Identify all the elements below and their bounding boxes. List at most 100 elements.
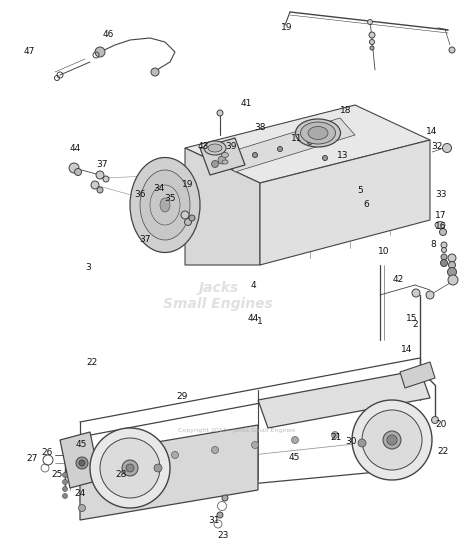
Text: 23: 23 — [217, 531, 228, 540]
Circle shape — [448, 275, 458, 285]
Ellipse shape — [308, 126, 328, 140]
Text: Copyright 2013 - Jacks Small Engines: Copyright 2013 - Jacks Small Engines — [178, 428, 296, 433]
Text: 45: 45 — [288, 453, 300, 462]
Circle shape — [253, 153, 257, 158]
Text: Jacks
Small Engines: Jacks Small Engines — [163, 281, 273, 311]
Text: 17: 17 — [435, 211, 447, 220]
Ellipse shape — [352, 400, 432, 480]
Text: 19: 19 — [182, 180, 193, 189]
Ellipse shape — [100, 438, 160, 498]
Text: 38: 38 — [254, 123, 265, 132]
Circle shape — [331, 432, 338, 438]
Text: 46: 46 — [102, 30, 114, 39]
Text: 3: 3 — [85, 263, 91, 272]
Ellipse shape — [221, 153, 228, 158]
Ellipse shape — [204, 141, 226, 155]
Text: 36: 36 — [134, 190, 146, 199]
Circle shape — [441, 254, 447, 260]
Text: 14: 14 — [426, 127, 437, 136]
Ellipse shape — [295, 119, 340, 147]
Circle shape — [448, 254, 456, 262]
Circle shape — [103, 176, 109, 182]
Text: 43: 43 — [197, 142, 209, 151]
Circle shape — [217, 110, 223, 116]
Ellipse shape — [126, 464, 134, 472]
Circle shape — [211, 447, 219, 453]
Text: 28: 28 — [115, 470, 127, 479]
Circle shape — [292, 437, 299, 443]
Circle shape — [308, 140, 312, 144]
Polygon shape — [258, 370, 430, 428]
Polygon shape — [260, 140, 430, 265]
Text: 2: 2 — [412, 320, 418, 329]
Text: 1: 1 — [257, 317, 263, 326]
Text: 41: 41 — [241, 99, 252, 108]
Ellipse shape — [222, 160, 228, 164]
Circle shape — [91, 181, 99, 189]
Text: 27: 27 — [27, 454, 38, 463]
Polygon shape — [185, 105, 430, 183]
Circle shape — [439, 229, 447, 235]
Polygon shape — [400, 362, 435, 388]
Circle shape — [97, 187, 103, 193]
Circle shape — [95, 47, 105, 57]
Circle shape — [448, 262, 456, 268]
Text: 4: 4 — [251, 281, 256, 290]
Text: 30: 30 — [345, 437, 356, 446]
Text: 32: 32 — [431, 142, 443, 151]
Ellipse shape — [367, 20, 373, 25]
Circle shape — [76, 457, 88, 469]
Text: 22: 22 — [438, 447, 449, 456]
Circle shape — [441, 248, 447, 253]
Circle shape — [172, 452, 179, 458]
Text: 15: 15 — [406, 314, 417, 323]
Text: 26: 26 — [42, 448, 53, 457]
Text: 29: 29 — [177, 392, 188, 401]
Circle shape — [63, 486, 67, 491]
Text: 13: 13 — [337, 151, 348, 160]
Text: 47: 47 — [24, 47, 35, 56]
Ellipse shape — [301, 122, 336, 144]
Text: 6: 6 — [363, 200, 369, 209]
Circle shape — [211, 160, 219, 168]
Polygon shape — [60, 432, 100, 488]
Text: 18: 18 — [340, 106, 352, 115]
Circle shape — [426, 291, 434, 299]
Circle shape — [79, 505, 85, 511]
Circle shape — [69, 163, 79, 173]
Ellipse shape — [130, 158, 200, 253]
Polygon shape — [80, 425, 258, 520]
Polygon shape — [200, 138, 245, 175]
Text: 8: 8 — [431, 240, 437, 249]
Circle shape — [63, 494, 67, 499]
Text: 42: 42 — [392, 275, 404, 284]
Text: 34: 34 — [153, 184, 164, 193]
Ellipse shape — [122, 460, 138, 476]
Text: 44: 44 — [69, 144, 81, 153]
Text: 37: 37 — [96, 160, 108, 169]
Ellipse shape — [208, 144, 222, 152]
Ellipse shape — [387, 435, 397, 445]
Circle shape — [74, 168, 82, 176]
Text: 37: 37 — [139, 235, 150, 244]
Circle shape — [440, 259, 447, 267]
Circle shape — [218, 156, 226, 164]
Circle shape — [252, 442, 258, 448]
Text: 45: 45 — [76, 440, 87, 449]
Text: 39: 39 — [226, 142, 237, 151]
Circle shape — [63, 472, 67, 477]
Polygon shape — [185, 148, 260, 265]
Circle shape — [154, 464, 162, 472]
Text: 11: 11 — [291, 134, 302, 143]
Circle shape — [184, 219, 191, 225]
Circle shape — [447, 268, 456, 277]
Text: 44: 44 — [248, 314, 259, 323]
Circle shape — [358, 439, 366, 447]
Circle shape — [431, 416, 438, 424]
Circle shape — [96, 171, 104, 179]
Circle shape — [412, 289, 420, 297]
Circle shape — [370, 46, 374, 50]
Circle shape — [217, 512, 223, 518]
Ellipse shape — [160, 198, 170, 212]
Circle shape — [189, 215, 195, 221]
